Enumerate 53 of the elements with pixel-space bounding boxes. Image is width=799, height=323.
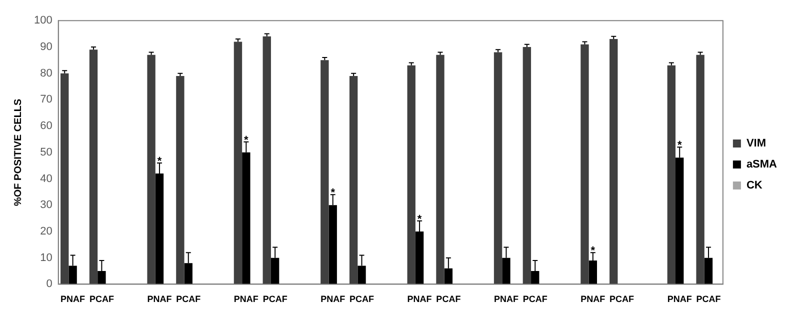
- legend-label: CK: [746, 180, 762, 192]
- x-tick-label: PNAF: [494, 294, 519, 304]
- bar: [320, 60, 329, 284]
- bar: [349, 76, 358, 284]
- bar: [89, 50, 98, 284]
- bar: [60, 73, 69, 284]
- x-tick-label: PNAF: [667, 294, 692, 304]
- bar: [147, 54, 156, 284]
- bar: [262, 36, 271, 284]
- x-tick-label: PNAF: [147, 294, 172, 304]
- bar: [407, 65, 416, 284]
- data-label: *: [330, 187, 336, 200]
- y-tick-label: 90: [40, 40, 52, 53]
- y-tick-label: 40: [40, 172, 52, 185]
- x-tick-label: PCAF: [176, 294, 202, 304]
- legend-label: VIM: [746, 138, 766, 150]
- legend-label: aSMA: [746, 158, 778, 171]
- bar: [580, 44, 589, 284]
- x-tick-label: PCAF: [350, 294, 375, 304]
- y-tick-label: 0: [46, 278, 52, 290]
- y-tick-label: 10: [40, 252, 52, 264]
- x-tick-label: PCAF: [262, 294, 288, 304]
- bar: [234, 42, 242, 284]
- y-tick-label: 100: [34, 14, 52, 27]
- x-tick-label: PNAF: [60, 294, 86, 304]
- bar: [436, 54, 444, 284]
- bar: [522, 46, 532, 284]
- y-tick-label: 50: [40, 146, 52, 158]
- bar: [667, 65, 676, 284]
- x-tick-label: PCAF: [610, 294, 635, 304]
- y-tick-label: 30: [40, 199, 52, 212]
- y-tick-label: 70: [40, 94, 52, 106]
- bar: [696, 54, 704, 284]
- y-axis-title: %OF POSITIVE CELLS: [12, 98, 24, 206]
- data-label: *: [677, 140, 682, 152]
- y-tick-label: 80: [40, 67, 52, 80]
- bar: [610, 39, 618, 284]
- data-label: *: [157, 155, 162, 168]
- bar: [176, 76, 184, 284]
- x-tick-label: PCAF: [696, 294, 722, 304]
- y-tick-label: 60: [40, 120, 52, 132]
- x-tick-label: PNAF: [234, 294, 259, 304]
- bar: [494, 52, 502, 284]
- x-tick-label: PNAF: [320, 294, 346, 304]
- x-tick-label: PNAF: [407, 294, 432, 304]
- x-tick-label: PNAF: [580, 294, 606, 304]
- data-label: *: [590, 245, 596, 258]
- x-tick-label: PCAF: [89, 294, 114, 304]
- data-label: *: [417, 213, 422, 226]
- y-tick-label: 20: [40, 226, 52, 238]
- x-tick-label: PCAF: [436, 294, 462, 304]
- data-label: *: [244, 134, 250, 146]
- x-tick-label: PCAF: [522, 294, 548, 304]
